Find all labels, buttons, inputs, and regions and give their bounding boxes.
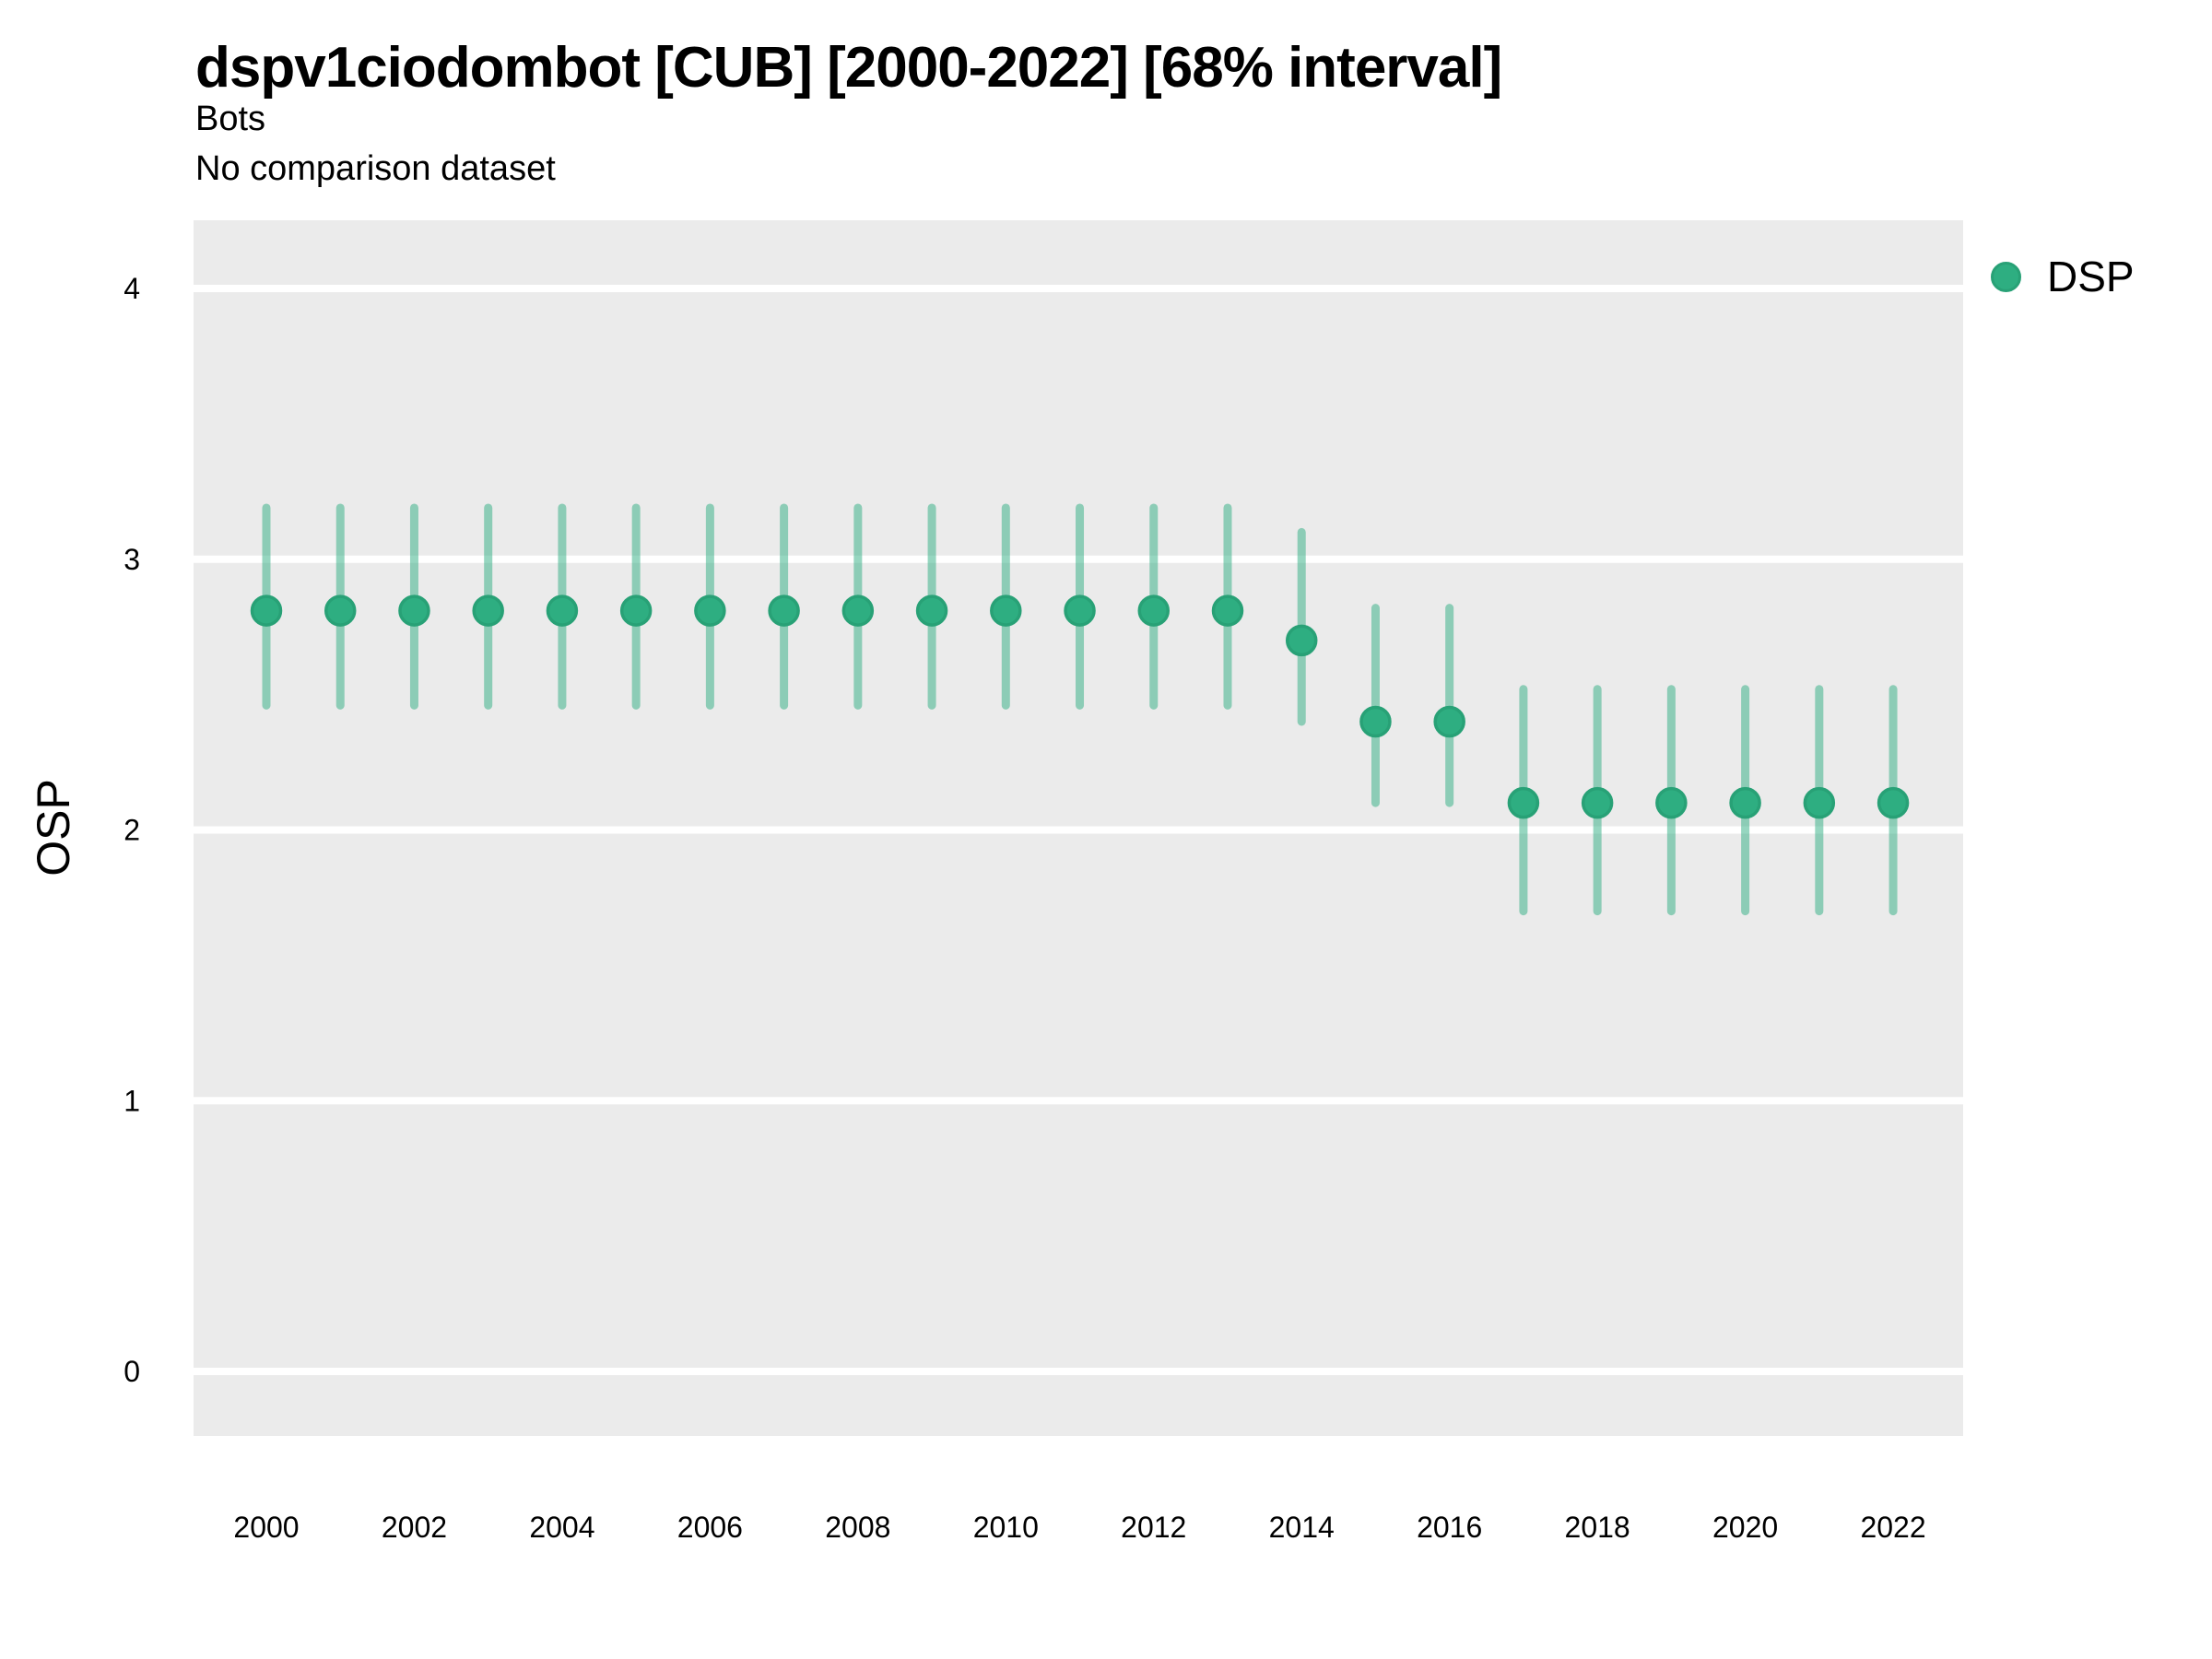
y-tick-label-1: 1 — [124, 1084, 140, 1117]
data-point-2020 — [1729, 786, 1761, 819]
chart-subtitle: Bots — [195, 100, 266, 138]
data-point-2003 — [472, 594, 504, 627]
x-tick-label-2008: 2008 — [825, 1511, 890, 1544]
x-tick-label-2022: 2022 — [1860, 1511, 1925, 1544]
y-tick-label-2: 2 — [124, 814, 140, 847]
data-point-2011 — [1064, 594, 1096, 627]
x-tick-label-2002: 2002 — [382, 1511, 447, 1544]
data-point-2017 — [1507, 786, 1540, 819]
data-point-2016 — [1433, 705, 1465, 738]
x-tick-label-2016: 2016 — [1417, 1511, 1482, 1544]
data-point-2015 — [1359, 705, 1392, 738]
data-point-2006 — [694, 594, 726, 627]
x-tick-label-2020: 2020 — [1712, 1511, 1778, 1544]
legend: DSP — [1991, 251, 2135, 302]
data-point-2019 — [1655, 786, 1688, 819]
data-point-2001 — [324, 594, 357, 627]
data-point-2007 — [768, 594, 800, 627]
x-tick-label-2012: 2012 — [1121, 1511, 1186, 1544]
data-point-2018 — [1581, 786, 1614, 819]
legend-point-marker-icon — [1991, 261, 2021, 292]
y-tick-label-3: 3 — [124, 543, 140, 576]
x-tick-label-2000: 2000 — [233, 1511, 299, 1544]
legend-label: DSP — [2047, 253, 2135, 300]
y-tick-label-0: 0 — [124, 1355, 140, 1388]
comparison-note: No comparison dataset — [195, 149, 556, 188]
chart-title: dspv1ciodombot [CUB] [2000-2022] [68% in… — [195, 36, 1502, 100]
data-point-2004 — [546, 594, 579, 627]
data-point-2005 — [619, 594, 653, 627]
data-point-2013 — [1211, 594, 1244, 627]
data-point-2000 — [250, 594, 283, 627]
data-point-2008 — [841, 594, 875, 627]
data-point-2002 — [398, 594, 430, 627]
data-point-2021 — [1803, 786, 1836, 819]
data-point-2022 — [1877, 786, 1910, 819]
x-tick-label-2014: 2014 — [1269, 1511, 1335, 1544]
x-tick-label-2006: 2006 — [677, 1511, 743, 1544]
data-point-2010 — [990, 594, 1022, 627]
y-tick-label-4: 4 — [124, 272, 140, 305]
x-tick-label-2004: 2004 — [529, 1511, 594, 1544]
x-tick-label-2018: 2018 — [1565, 1511, 1630, 1544]
x-tick-label-2010: 2010 — [973, 1511, 1039, 1544]
data-point-2009 — [915, 594, 948, 627]
data-point-2014 — [1285, 624, 1318, 657]
data-point-2012 — [1137, 594, 1171, 627]
